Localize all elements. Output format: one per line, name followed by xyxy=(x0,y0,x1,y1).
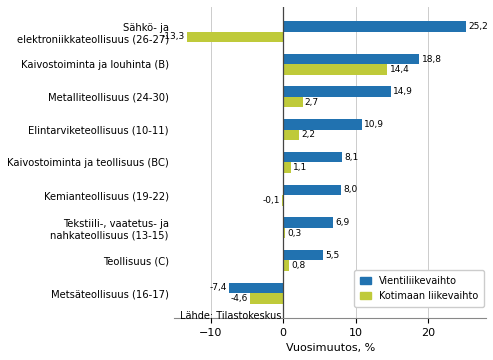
Legend: Vientiliikevaihto, Kotimaan liikevaihto: Vientiliikevaihto, Kotimaan liikevaihto xyxy=(354,270,484,307)
Text: 8,1: 8,1 xyxy=(344,153,358,162)
Bar xyxy=(283,21,466,32)
Text: 14,9: 14,9 xyxy=(393,87,413,96)
Bar xyxy=(283,228,285,238)
Bar xyxy=(283,130,299,140)
Bar xyxy=(229,283,283,293)
Bar xyxy=(283,119,362,130)
Text: 8,0: 8,0 xyxy=(343,185,357,194)
Bar xyxy=(249,293,283,303)
Bar xyxy=(186,32,283,42)
Text: 1,1: 1,1 xyxy=(293,163,308,172)
Bar xyxy=(283,162,291,173)
Bar xyxy=(283,261,289,271)
Bar xyxy=(283,64,387,75)
Text: -0,1: -0,1 xyxy=(263,196,280,205)
Bar xyxy=(283,86,391,97)
Text: 0,3: 0,3 xyxy=(287,229,302,238)
Bar xyxy=(283,97,303,107)
Bar xyxy=(283,250,323,261)
Bar xyxy=(283,185,341,195)
Bar xyxy=(283,54,420,64)
Text: 25,2: 25,2 xyxy=(468,22,488,31)
Text: 10,9: 10,9 xyxy=(364,120,384,129)
Text: 6,9: 6,9 xyxy=(335,218,350,227)
Text: -4,6: -4,6 xyxy=(230,294,247,303)
Text: 18,8: 18,8 xyxy=(422,54,442,63)
Text: Lähde: Tilastokeskus: Lähde: Tilastokeskus xyxy=(180,311,282,321)
Text: -7,4: -7,4 xyxy=(210,283,227,292)
Bar xyxy=(282,195,283,206)
Text: 14,4: 14,4 xyxy=(389,65,409,74)
Text: -13,3: -13,3 xyxy=(161,32,184,41)
Text: 5,5: 5,5 xyxy=(325,251,339,260)
Text: 0,8: 0,8 xyxy=(291,261,305,270)
X-axis label: Vuosimuutos, %: Vuosimuutos, % xyxy=(285,343,375,353)
Text: 2,2: 2,2 xyxy=(301,130,315,139)
Bar xyxy=(283,217,333,228)
Text: 2,7: 2,7 xyxy=(305,98,319,107)
Bar xyxy=(283,152,342,162)
